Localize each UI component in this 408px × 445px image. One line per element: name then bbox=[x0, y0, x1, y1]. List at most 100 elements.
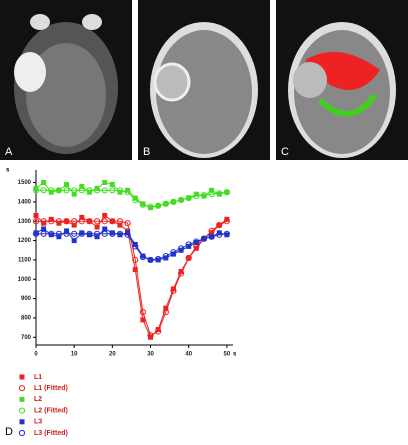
data-point bbox=[124, 220, 131, 227]
panel-label: C bbox=[281, 146, 289, 158]
data-point bbox=[224, 216, 230, 222]
data-point bbox=[201, 193, 207, 199]
data-point bbox=[216, 190, 223, 197]
data-point bbox=[155, 255, 162, 263]
data-point bbox=[216, 191, 222, 197]
data-point bbox=[116, 218, 124, 225]
y-tick-label: 800 bbox=[21, 316, 32, 322]
y-tick-label: 700 bbox=[21, 335, 32, 341]
data-point bbox=[170, 286, 176, 292]
x-tick-label: 40 bbox=[185, 352, 192, 358]
data-point bbox=[48, 232, 54, 238]
data-point bbox=[71, 187, 78, 194]
data-point bbox=[200, 235, 208, 242]
data-point bbox=[185, 194, 192, 202]
legend-label: L3 bbox=[34, 419, 42, 426]
data-point bbox=[55, 230, 63, 237]
data-point bbox=[79, 230, 85, 236]
legend-label: L2 (Fitted) bbox=[34, 407, 68, 414]
data-point bbox=[162, 309, 169, 316]
data-point bbox=[193, 193, 200, 200]
legend-label: L2 bbox=[34, 396, 42, 403]
y-axis-label: s bbox=[6, 168, 10, 174]
data-point bbox=[132, 241, 138, 247]
y-tick-label: 900 bbox=[21, 296, 32, 302]
data-point bbox=[178, 247, 184, 253]
data-point bbox=[55, 187, 63, 194]
data-point bbox=[163, 305, 169, 311]
data-point bbox=[78, 230, 85, 237]
data-point bbox=[148, 205, 154, 211]
data-point bbox=[63, 218, 70, 225]
data-point bbox=[124, 189, 131, 196]
data-point bbox=[208, 227, 215, 235]
x-tick-label: 30 bbox=[147, 352, 154, 358]
data-point bbox=[109, 230, 115, 236]
data-point bbox=[86, 218, 93, 225]
data-point bbox=[48, 218, 55, 225]
mri-panel-b: B bbox=[138, 0, 270, 160]
data-point bbox=[193, 191, 199, 197]
data-point bbox=[55, 218, 63, 225]
legend-label: L1 bbox=[34, 374, 42, 381]
data-point bbox=[163, 255, 169, 261]
data-point bbox=[132, 195, 138, 201]
data-point bbox=[139, 309, 146, 316]
data-point bbox=[109, 182, 115, 188]
data-point bbox=[32, 218, 40, 225]
data-point bbox=[116, 187, 124, 194]
data-point bbox=[200, 192, 208, 199]
data-point bbox=[32, 230, 40, 237]
data-point bbox=[170, 287, 177, 294]
panel-label: B bbox=[143, 146, 150, 158]
data-point bbox=[140, 317, 146, 323]
data-point bbox=[101, 218, 108, 225]
data-point bbox=[216, 230, 222, 236]
data-point bbox=[208, 191, 215, 198]
y-tick-label: 1100 bbox=[18, 257, 32, 263]
data-point bbox=[185, 254, 192, 262]
data-point bbox=[40, 230, 47, 237]
data-point bbox=[162, 252, 169, 260]
data-point bbox=[216, 222, 223, 229]
panel-label: A bbox=[5, 146, 13, 158]
data-point bbox=[64, 182, 70, 188]
y-tick-label: 1500 bbox=[18, 180, 32, 186]
data-point bbox=[93, 230, 101, 237]
data-point bbox=[125, 230, 131, 236]
data-point bbox=[209, 230, 215, 236]
data-point bbox=[132, 256, 139, 264]
data-point bbox=[93, 218, 101, 225]
series-line bbox=[36, 233, 227, 261]
data-point bbox=[139, 253, 146, 261]
data-point bbox=[48, 187, 55, 194]
mri-panel-a: A bbox=[0, 0, 132, 160]
data-point bbox=[216, 231, 223, 238]
data-point bbox=[224, 232, 230, 238]
data-point bbox=[78, 218, 85, 225]
data-point bbox=[193, 240, 199, 246]
data-point bbox=[71, 222, 77, 228]
data-point bbox=[86, 189, 92, 195]
data-point bbox=[102, 212, 108, 218]
data-point bbox=[209, 187, 215, 193]
x-axis-label: s bbox=[233, 352, 237, 358]
legend-marker bbox=[19, 374, 25, 380]
data-point bbox=[162, 200, 169, 207]
data-point bbox=[155, 202, 162, 209]
data-point bbox=[155, 327, 161, 333]
data-point bbox=[223, 218, 230, 225]
data-point bbox=[223, 189, 230, 196]
data-point bbox=[170, 249, 177, 256]
data-point bbox=[102, 226, 108, 232]
legend-marker bbox=[18, 429, 26, 437]
data-point bbox=[109, 230, 116, 237]
data-point bbox=[155, 328, 162, 335]
data-point bbox=[132, 267, 138, 273]
data-point bbox=[41, 220, 47, 226]
data-point bbox=[41, 226, 47, 232]
data-point bbox=[33, 185, 39, 191]
data-point bbox=[147, 256, 154, 264]
data-point bbox=[86, 230, 93, 237]
